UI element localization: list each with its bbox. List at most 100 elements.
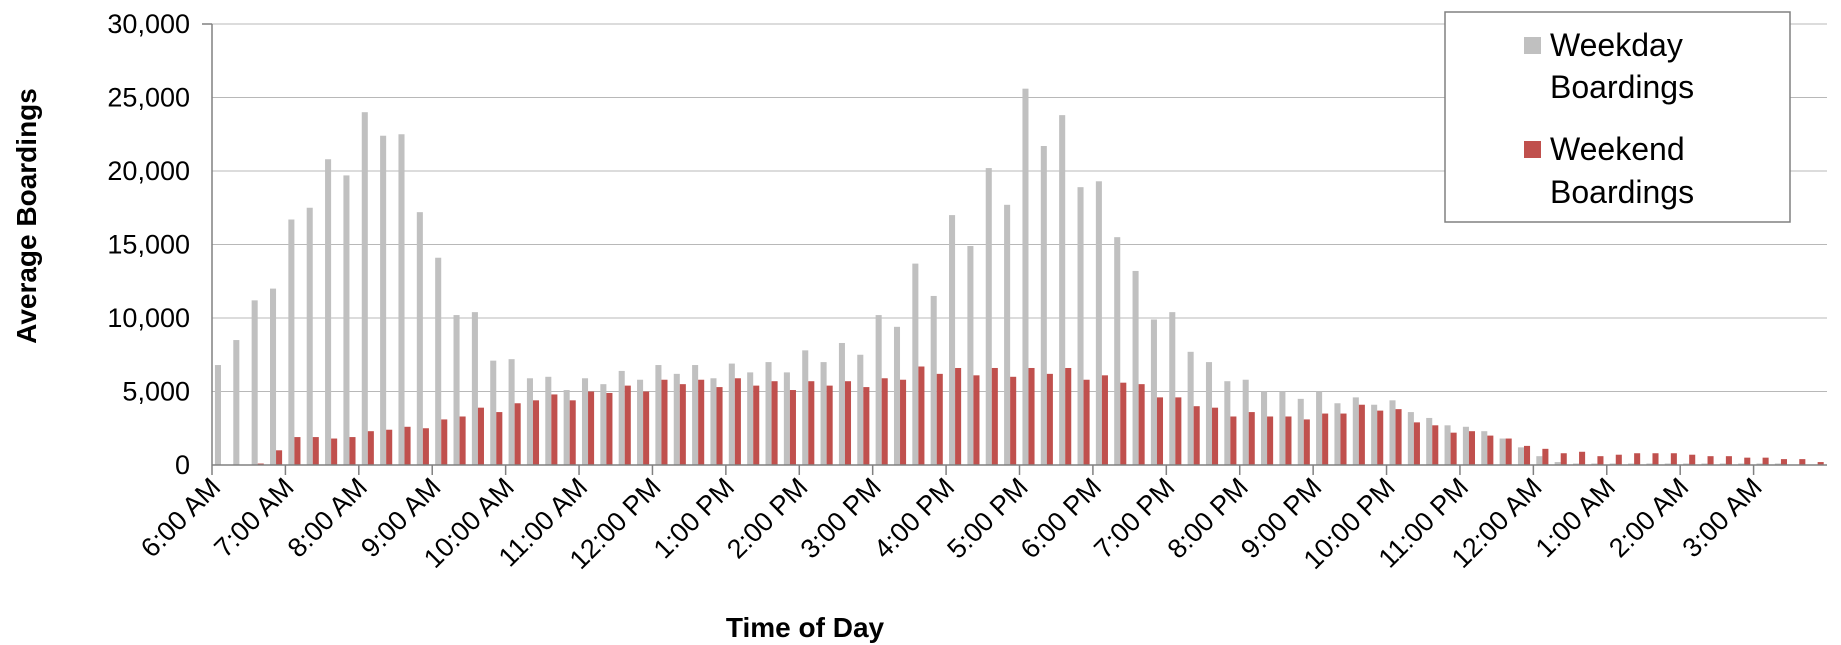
y-tick-label: 25,000 <box>107 83 190 113</box>
weekend-bar <box>1707 456 1714 465</box>
weekday-bar <box>930 295 937 465</box>
weekend-bar <box>918 366 925 465</box>
weekday-bar <box>1517 447 1525 465</box>
weekday-bar <box>673 373 680 465</box>
weekend-bar <box>679 384 686 465</box>
weekend-bar <box>1468 431 1476 465</box>
weekend-bar <box>294 437 301 465</box>
weekday-bar <box>1004 204 1011 465</box>
weekend-bar <box>973 375 980 465</box>
weekend-bar <box>753 385 760 465</box>
weekend-bar <box>532 400 540 465</box>
weekend-bar <box>1046 373 1053 465</box>
weekday-bar <box>1279 391 1286 465</box>
weekday-bar <box>233 340 240 465</box>
y-tick-labels: 0 5,000 10,000 15,000 20,000 25,000 30,000 <box>107 9 190 480</box>
weekend-bar <box>1028 367 1035 465</box>
weekday-bar <box>1481 431 1488 465</box>
weekend-bar <box>312 437 319 465</box>
weekend-bar <box>1817 462 1824 465</box>
weekday-bar <box>802 350 809 465</box>
x-tick-label: 6:00 PM <box>1015 472 1107 564</box>
weekend-bar <box>276 450 283 465</box>
weekend-bar <box>771 381 778 465</box>
weekend-bar <box>1358 404 1365 465</box>
weekend-bar <box>1560 453 1567 465</box>
x-tick-label: 5:00 PM <box>941 472 1033 564</box>
weekday-bar <box>1499 438 1506 465</box>
weekend-bar <box>1010 376 1017 465</box>
weekend-bar <box>422 428 429 465</box>
weekday-bar <box>728 363 735 465</box>
weekday-bar <box>1334 403 1341 465</box>
weekend-bar <box>1377 410 1384 465</box>
weekend-bar <box>441 419 448 465</box>
weekend-bar <box>349 437 356 465</box>
weekend-bar <box>1083 379 1090 465</box>
weekday-bar <box>838 342 845 465</box>
weekend-bar <box>1652 453 1659 465</box>
weekday-bar <box>380 135 387 465</box>
weekday-bar <box>600 384 607 465</box>
x-tick-label: 8:00 PM <box>1162 472 1254 564</box>
weekday-bar <box>563 390 570 465</box>
x-axis-title: Time of Day <box>726 612 885 643</box>
weekday-bar <box>967 245 974 465</box>
weekday-bar <box>1426 417 1433 465</box>
weekend-bar <box>1193 406 1200 465</box>
weekday-bar <box>655 365 662 465</box>
weekday-bar <box>435 257 442 465</box>
weekend-bar <box>900 379 907 465</box>
weekday-bar <box>1150 319 1157 465</box>
weekend-bar <box>955 367 962 465</box>
weekend-bar <box>1780 459 1787 465</box>
legend-label-weekend-line2: Boardings <box>1550 174 1694 210</box>
weekend-bar <box>1744 457 1751 465</box>
weekday-bar <box>1059 115 1066 465</box>
weekday-bars <box>214 88 1781 466</box>
weekday-bar <box>269 288 277 465</box>
weekday-bar <box>361 112 368 465</box>
weekend-bar <box>808 381 815 465</box>
weekend-bar <box>1285 416 1292 465</box>
weekday-bar <box>692 365 699 465</box>
weekday-bar <box>1536 456 1543 465</box>
weekend-bar <box>936 373 943 465</box>
weekend-bar <box>789 390 796 465</box>
weekday-bar <box>820 362 827 465</box>
legend-swatch-weekday <box>1524 37 1541 54</box>
weekend-bar <box>716 387 723 465</box>
weekday-bar <box>1022 88 1029 466</box>
weekday-bar <box>343 175 350 465</box>
gridlines <box>212 23 1827 392</box>
weekend-bar <box>991 367 998 465</box>
weekend-bar <box>734 378 741 465</box>
x-tick-label: 1:00 AM <box>1530 472 1621 563</box>
weekend-bar <box>1212 407 1219 465</box>
weekday-bar <box>1554 462 1561 465</box>
weekend-bar <box>1230 416 1237 465</box>
legend-label-weekend-line1: Weekend <box>1550 131 1685 167</box>
weekend-bar <box>1579 451 1586 465</box>
weekday-bar <box>783 372 790 465</box>
weekend-bar <box>1138 384 1145 465</box>
weekday-bar <box>306 207 313 465</box>
weekday-bar <box>985 168 992 465</box>
weekend-bar <box>1725 456 1732 465</box>
x-tick-label: 1:00 PM <box>648 472 740 564</box>
weekend-bar <box>1634 453 1641 465</box>
x-tick-label: 8:00 AM <box>282 472 373 563</box>
y-tick-label: 10,000 <box>107 303 190 333</box>
weekday-bar <box>526 378 533 465</box>
weekday-bar <box>1462 426 1469 465</box>
weekday-bar <box>1077 187 1084 466</box>
weekend-bar <box>1450 432 1457 465</box>
weekday-bar <box>857 354 864 465</box>
weekend-bar <box>569 400 576 465</box>
weekend-bar <box>1615 454 1622 465</box>
weekday-bar <box>1040 146 1047 465</box>
y-tick-label: 30,000 <box>107 9 190 39</box>
weekend-bar <box>1267 416 1274 465</box>
weekday-bar <box>1242 379 1249 465</box>
weekend-bar <box>404 426 411 465</box>
